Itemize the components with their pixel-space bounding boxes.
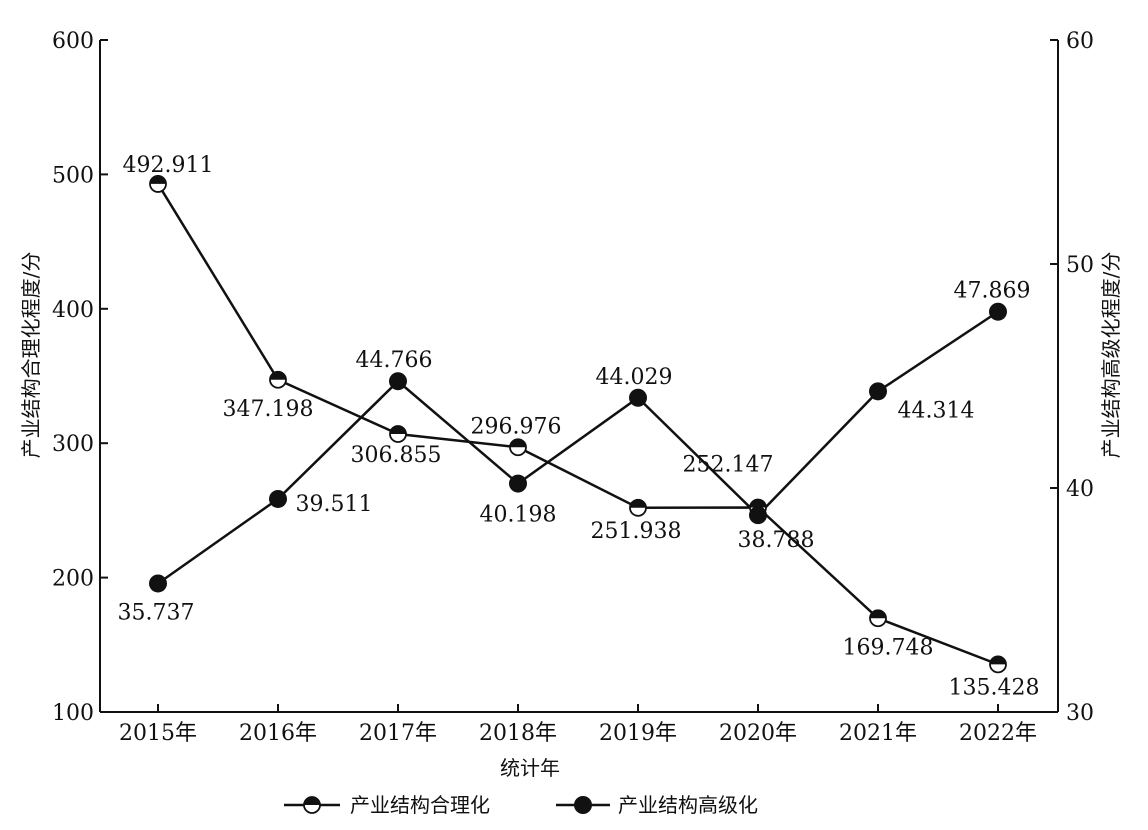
- legend-label-advancement: 产业结构高级化: [618, 793, 758, 817]
- point-marker-advancement: [629, 388, 647, 407]
- x-tick-label: 2022年: [959, 721, 1037, 746]
- left-axis-ticks: 100 200 300 400 500 600: [52, 29, 108, 726]
- data-label-rationalization: 296.976: [471, 414, 562, 439]
- point-marker-advancement: [749, 506, 767, 525]
- data-label-advancement: 44.314: [898, 398, 975, 423]
- right-axis-title: 产业结构高级化程度/分: [1099, 252, 1123, 459]
- point-marker-advancement: [389, 372, 407, 391]
- x-axis-title: 统计年: [500, 756, 560, 780]
- data-label-advancement: 40.198: [480, 503, 557, 528]
- data-label-advancement: 35.737: [118, 600, 195, 625]
- data-label-rationalization: 306.855: [351, 443, 442, 468]
- point-marker-half-fill: [630, 499, 646, 508]
- point-marker-half-fill: [750, 499, 766, 508]
- legend-marker-filled: [574, 796, 592, 814]
- left-tick-label: 500: [52, 163, 94, 188]
- point-marker-half-fill: [150, 175, 166, 184]
- left-axis-title: 产业结构合理化程度/分: [19, 252, 43, 459]
- legend-label-rationalization: 产业结构合理化: [350, 793, 490, 817]
- point-marker-advancement: [869, 382, 887, 401]
- data-label-advancement: 47.869: [954, 279, 1031, 304]
- point-marker-advancement: [509, 474, 527, 493]
- left-tick-label: 300: [52, 432, 94, 457]
- x-tick-label: 2016年: [239, 721, 317, 746]
- series-line-rationalization: [156, 183, 999, 666]
- legend-item-rationalization: 产业结构合理化: [284, 793, 490, 817]
- point-marker-advancement: [149, 574, 167, 593]
- data-label-rationalization: 492.911: [123, 153, 214, 178]
- right-tick-label: 40: [1066, 477, 1094, 502]
- point-marker-half-fill: [270, 371, 286, 380]
- point-marker-half-fill: [870, 610, 886, 619]
- right-tick-label: 60: [1066, 29, 1094, 54]
- right-axis-ticks: 30 40 50 60: [1050, 29, 1094, 726]
- axes: [99, 40, 1059, 713]
- x-tick-label: 2020年: [719, 721, 797, 746]
- x-axis-ticks: 2015年 2016年 2017年 2018年 2019年 2020年 2021年 2022年: [119, 704, 1037, 746]
- x-tick-label: 2015年: [119, 721, 197, 746]
- series-line-advancement: [157, 310, 999, 585]
- series-lines: [156, 183, 999, 666]
- data-label-rationalization: 252.147: [683, 453, 774, 478]
- data-label-advancement: 44.766: [356, 348, 433, 373]
- point-marker-advancement: [989, 302, 1007, 321]
- left-tick-label: 600: [52, 29, 94, 54]
- data-label-rationalization: 347.198: [223, 397, 314, 422]
- series-markers: [149, 175, 1007, 674]
- data-label-advancement: 44.029: [596, 365, 673, 390]
- data-label-rationalization: 251.938: [591, 519, 682, 544]
- data-labels: 492.911 347.198 306.855 296.976 251.938 252.1…: [118, 153, 1040, 700]
- legend: 产业结构合理化 产业结构高级化: [284, 793, 758, 817]
- point-marker-half-fill: [990, 656, 1006, 665]
- right-tick-label: 50: [1066, 253, 1094, 278]
- legend-marker-half-fill: [304, 797, 320, 805]
- data-label-advancement: 38.788: [738, 528, 815, 553]
- data-label-rationalization: 169.748: [843, 635, 934, 660]
- data-label-advancement: 39.511: [296, 492, 373, 517]
- legend-item-advancement: 产业结构高级化: [556, 793, 758, 817]
- x-tick-label: 2018年: [479, 721, 557, 746]
- left-tick-label: 400: [52, 298, 94, 323]
- point-marker-half-fill: [390, 425, 406, 434]
- x-tick-label: 2019年: [599, 721, 677, 746]
- data-label-rationalization: 135.428: [949, 675, 1040, 700]
- x-tick-label: 2021年: [839, 721, 917, 746]
- point-marker-half-fill: [510, 439, 526, 448]
- left-tick-label: 100: [52, 701, 94, 726]
- left-tick-label: 200: [52, 567, 94, 592]
- x-tick-label: 2017年: [359, 721, 437, 746]
- right-tick-label: 30: [1066, 701, 1094, 726]
- point-marker-advancement: [269, 489, 287, 508]
